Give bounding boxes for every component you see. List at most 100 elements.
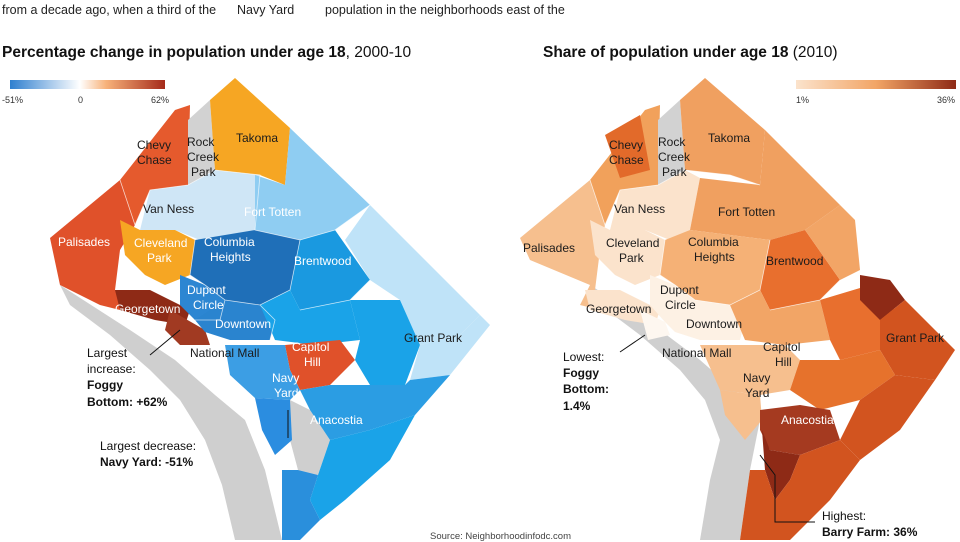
right-region-se xyxy=(840,375,935,460)
left-label-columbia-2: Heights xyxy=(210,250,251,264)
right-callout-highest-line2: Barry Farm: 36% xyxy=(822,525,918,540)
right-region-navy-yard xyxy=(720,390,762,440)
right-label-cleveland-1: Cleveland xyxy=(606,236,659,250)
left-region-takoma xyxy=(210,78,290,185)
right-region-fort-totten xyxy=(690,130,840,240)
left-region-far-south xyxy=(282,470,320,540)
left-region-grant-park xyxy=(410,315,490,380)
left-label-chevy-chase-1: Chevy xyxy=(137,138,171,152)
right-region-vanness xyxy=(610,170,700,240)
left-map-title-rest: , 2000-10 xyxy=(345,44,412,61)
left-label-dupont-2: Circle xyxy=(193,298,224,312)
right-labels: Chevy Chase Rock Creek Park Takoma Van N… xyxy=(523,131,945,427)
right-callout-lowest-line xyxy=(619,334,646,353)
right-map: Chevy Chase Rock Creek Park Takoma Van N… xyxy=(520,78,955,540)
left-label-fort-totten: Fort Totten xyxy=(244,205,301,219)
right-map-title: Share of population under age 18 (2010) xyxy=(543,44,838,62)
right-callout-highest: Highest: Barry Farm: 36% xyxy=(822,508,917,540)
right-callout-lowest-line2: Foggy xyxy=(563,366,599,381)
right-region-ne-upper xyxy=(805,205,860,280)
right-callout-lowest-line2-wrap: Foggy xyxy=(563,365,609,381)
right-label-navy-1: Navy xyxy=(743,371,770,385)
left-label-brentwood: Brentwood xyxy=(294,254,351,268)
right-region-capitol-ne xyxy=(730,290,830,345)
left-label-cleveland-1: Cleveland xyxy=(134,236,187,250)
left-callout-increase-line4-wrap: Bottom: +62% xyxy=(87,394,167,410)
left-label-van-ness: Van Ness xyxy=(143,202,194,216)
left-label-cleveland-2: Park xyxy=(147,251,173,265)
left-callout-increase-line3: Foggy xyxy=(87,378,123,393)
left-region-navy-yard xyxy=(255,398,292,455)
right-label-van-ness: Van Ness xyxy=(614,202,665,216)
right-region-georgetown xyxy=(585,290,660,325)
left-label-grant-park: Grant Park xyxy=(404,331,463,345)
left-legend-gradient xyxy=(10,80,165,89)
right-callout-lowest-line4: 1.4% xyxy=(563,398,591,413)
left-label-georgetown: Georgetown xyxy=(115,302,180,316)
right-label-georgetown: Georgetown xyxy=(586,302,651,316)
intro-text-col1: from a decade ago, when a third of the xyxy=(2,3,217,17)
left-label-navy-2: Yard xyxy=(274,386,298,400)
left-callout-increase: Largest increase: Foggy Bottom: +62% xyxy=(87,345,167,410)
right-label-brentwood: Brentwood xyxy=(766,254,823,268)
left-callout-decrease-line1: Largest decrease: xyxy=(100,439,197,453)
left-region-fort-totten xyxy=(255,128,370,240)
right-label-capitol-1: Capitol xyxy=(763,340,800,354)
left-callout-increase-line3-wrap: Foggy xyxy=(87,377,167,393)
left-label-anacostia: Anacostia xyxy=(310,413,363,427)
right-region-takoma xyxy=(680,78,765,185)
left-river-east xyxy=(290,400,330,475)
right-region-borders xyxy=(589,169,841,311)
right-label-rock-creek-1: Rock xyxy=(658,135,686,149)
right-region-dark-ne xyxy=(860,275,905,320)
right-label-chevy-chase-1: Chevy xyxy=(609,138,643,152)
right-callout-lowest-line4-wrap: 1.4% xyxy=(563,398,609,414)
left-callout-increase-line2: increase: xyxy=(87,362,136,377)
right-region-brentwood xyxy=(760,230,840,310)
left-labels: Chevy Chase Rock Creek Park Takoma Van N… xyxy=(58,131,463,427)
right-label-columbia-2: Heights xyxy=(694,250,735,264)
right-region-chevy-dark xyxy=(605,115,650,178)
right-callout-lowest-line3: Bottom: xyxy=(563,382,609,397)
right-label-national-mall: National Mall xyxy=(662,346,731,360)
left-region-palisades xyxy=(50,180,150,310)
left-region-foggy xyxy=(165,310,210,345)
left-callout-decrease: Largest decrease: Navy Yard: -51% xyxy=(100,438,196,470)
left-callout-increase-line1: Largest xyxy=(87,346,128,360)
right-region-capitol-hill xyxy=(700,345,800,395)
right-callout-highest-line xyxy=(759,454,815,523)
left-region-brentwood xyxy=(290,230,370,310)
right-label-rock-creek-3: Park xyxy=(662,165,688,179)
right-region-foggy xyxy=(640,310,670,340)
right-region-cleveland xyxy=(590,220,665,285)
left-region-capitol-hill xyxy=(285,340,355,390)
right-callout-lowest-line3-wrap: Bottom: xyxy=(563,381,609,397)
left-region-downtown xyxy=(195,300,275,340)
right-callout-highest-line2-wrap: Barry Farm: 36% xyxy=(822,524,917,540)
left-label-chevy-chase-2: Chase xyxy=(137,153,172,167)
right-label-dupont-1: Dupont xyxy=(660,283,699,297)
left-label-takoma: Takoma xyxy=(236,131,278,145)
left-label-rock-creek-2: Creek xyxy=(187,150,220,164)
left-callout-decrease-line2: Navy Yard: -51% xyxy=(100,455,194,470)
right-region-columbia xyxy=(660,230,770,305)
right-region-palisades xyxy=(520,180,620,310)
right-label-navy-2: Yard xyxy=(745,386,769,400)
right-label-palisades: Palisades xyxy=(523,241,575,255)
right-label-chevy-chase-2: Chase xyxy=(609,153,644,167)
right-region-south xyxy=(740,440,860,540)
source-note: Source: Neighborhoodinfodc.com xyxy=(430,531,572,542)
right-map-title-rest: (2010) xyxy=(788,44,838,61)
left-region-ne-light xyxy=(345,205,480,345)
left-label-rock-creek-3: Park xyxy=(191,165,217,179)
left-region-capitol-hill-ne xyxy=(260,290,360,345)
left-label-capitol-1: Capitol xyxy=(292,340,329,354)
left-label-palisades: Palisades xyxy=(58,235,110,249)
left-region-chevy-chase xyxy=(120,105,190,225)
left-label-national-mall: National Mall xyxy=(190,346,259,360)
left-map: Chevy Chase Rock Creek Park Takoma Van N… xyxy=(50,78,490,540)
right-callout-highest-line1: Highest: xyxy=(822,509,867,523)
right-region-downtown xyxy=(665,300,745,340)
left-legend-max: 62% xyxy=(151,95,170,105)
